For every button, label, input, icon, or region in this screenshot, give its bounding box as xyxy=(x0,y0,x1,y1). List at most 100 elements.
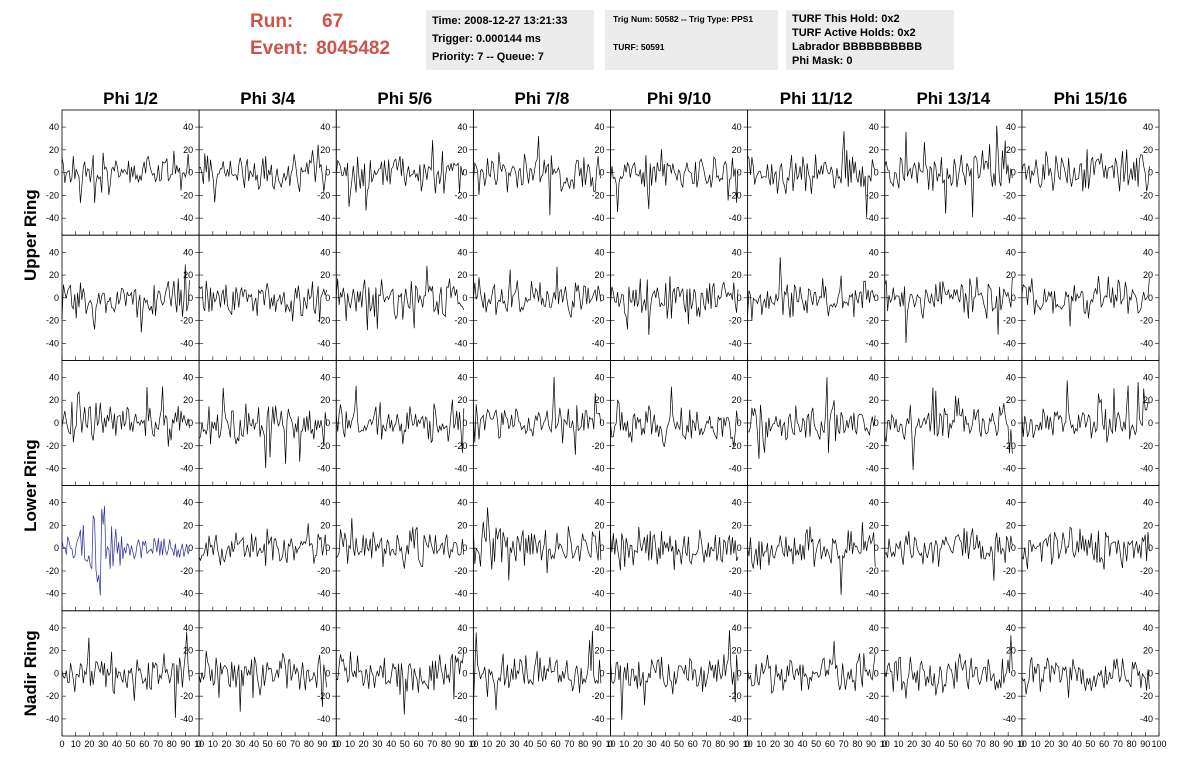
y-tick-label: 20 xyxy=(457,520,467,530)
x-tick-label: 0 xyxy=(882,739,887,749)
waveform-panel: -40 -40 -20 -20 0 0 20 20 40 40 xyxy=(46,234,200,361)
y-tick-label: 20 xyxy=(1143,270,1153,280)
waveform-trace xyxy=(1021,275,1150,327)
y-tick-label: -40 xyxy=(1140,589,1153,599)
labrador-text: Labrador BBBBBBBBBB xyxy=(792,41,923,53)
x-tick-label: 90 xyxy=(180,739,190,749)
y-tick-label: -40 xyxy=(866,589,879,599)
trig-num-text: Trig Num: 50582 -- Trig Type: PPS1 xyxy=(613,14,754,24)
y-tick-label: 20 xyxy=(49,395,59,405)
waveform-trace xyxy=(747,521,876,595)
y-tick-label: -40 xyxy=(591,338,604,348)
y-tick-label: -20 xyxy=(1140,691,1153,701)
x-tick-label: 40 xyxy=(112,739,122,749)
x-tick-label: 0 xyxy=(745,739,750,749)
y-tick-label: 0 xyxy=(874,293,879,303)
y-tick-label: 40 xyxy=(457,372,467,382)
x-tick-label: 70 xyxy=(1113,739,1123,749)
y-tick-label: -40 xyxy=(317,589,330,599)
y-tick-label: 0 xyxy=(462,168,467,178)
y-tick-label: 40 xyxy=(869,623,879,633)
waveform-panel: -40 -20 0 20 40 xyxy=(335,109,474,236)
y-tick-label: 0 xyxy=(54,293,59,303)
x-tick-label: 20 xyxy=(84,739,94,749)
y-tick-label: -20 xyxy=(1003,691,1016,701)
y-tick-label: 20 xyxy=(320,270,330,280)
x-tick-label: 0 xyxy=(197,739,202,749)
x-tick-label: 50 xyxy=(400,739,410,749)
y-tick-label: 0 xyxy=(737,168,742,178)
waveform-trace xyxy=(884,635,1013,699)
column-header: Phi 1/2 xyxy=(103,89,158,108)
y-tick-label: -40 xyxy=(1003,589,1016,599)
waveform-trace xyxy=(610,526,739,571)
y-tick-label: -20 xyxy=(729,190,742,200)
waveform-trace xyxy=(747,131,876,218)
y-tick-label: -40 xyxy=(180,338,193,348)
x-tick-label: 10 xyxy=(71,739,81,749)
y-tick-label: 40 xyxy=(49,623,59,633)
y-tick-label: 0 xyxy=(874,543,879,553)
x-tick-label: 20 xyxy=(633,739,643,749)
y-tick-label: -20 xyxy=(866,691,879,701)
y-tick-label: 20 xyxy=(183,270,193,280)
x-tick-label: 100 xyxy=(1151,739,1166,749)
waveform-trace xyxy=(336,649,465,715)
x-tick-label: 0 xyxy=(334,739,339,749)
y-tick-label: 40 xyxy=(183,372,193,382)
y-tick-label: 20 xyxy=(320,145,330,155)
trigger-text: Trigger: 0.000144 ms xyxy=(432,33,541,45)
x-tick-label: 40 xyxy=(523,739,533,749)
x-tick-label: 10 xyxy=(194,739,204,749)
waveform-panel: -40 -20 0 20 40 xyxy=(472,359,611,486)
waveform-panel: -40 -20 0 20 40 xyxy=(335,359,474,486)
y-tick-label: 40 xyxy=(183,122,193,132)
waveform-trace xyxy=(61,631,190,718)
y-tick-label: 0 xyxy=(1011,543,1016,553)
waveform-panel: -40 -40 -20 -20 0 0 20 20 40 40 xyxy=(46,109,200,236)
y-tick-label: -40 xyxy=(866,464,879,474)
y-tick-label: 20 xyxy=(1006,520,1016,530)
x-tick-label: 30 xyxy=(372,739,382,749)
waveform-trace xyxy=(884,527,1013,581)
y-tick-label: 40 xyxy=(732,247,742,257)
waveform-panel: -40 -20 0 20 40 xyxy=(610,109,749,236)
panel-frame xyxy=(472,610,611,737)
y-tick-label: 0 xyxy=(1148,168,1153,178)
x-tick-label: 0 xyxy=(608,739,613,749)
y-tick-label: 40 xyxy=(1143,122,1153,132)
column-header: Phi 13/14 xyxy=(916,89,990,108)
x-tick-label: 60 xyxy=(276,739,286,749)
y-tick-label: -40 xyxy=(317,714,330,724)
x-tick-label: 70 xyxy=(976,739,986,749)
y-tick-label: 40 xyxy=(869,247,879,257)
y-tick-label: 20 xyxy=(183,145,193,155)
y-tick-label: 40 xyxy=(1006,623,1016,633)
x-tick-label: 40 xyxy=(1072,739,1082,749)
x-tick-label: 80 xyxy=(441,739,451,749)
x-tick-label: 40 xyxy=(386,739,396,749)
turf-info-box: TURF This Hold: 0x2 TURF Active Holds: 0… xyxy=(786,10,954,70)
waveform-trace xyxy=(473,266,602,318)
y-tick-label: 0 xyxy=(54,668,59,678)
y-tick-label: 0 xyxy=(188,168,193,178)
y-tick-label: 0 xyxy=(874,418,879,428)
y-tick-label: 40 xyxy=(594,247,604,257)
x-tick-label: 90 xyxy=(1140,739,1150,749)
priority-text: Priority: 7 -- Queue: 7 xyxy=(432,51,544,63)
y-tick-label: 20 xyxy=(49,145,59,155)
x-tick-label: 30 xyxy=(647,739,657,749)
y-tick-label: -40 xyxy=(317,213,330,223)
y-tick-label: 0 xyxy=(1148,418,1153,428)
waveform-panel: -40 -20 0 20 40 xyxy=(198,234,337,361)
x-tick-label: 50 xyxy=(1085,739,1095,749)
x-tick-label: 10 xyxy=(208,739,218,749)
y-tick-label: -40 xyxy=(46,714,59,724)
y-tick-label: -20 xyxy=(180,441,193,451)
y-tick-label: 40 xyxy=(869,372,879,382)
waveform-trace xyxy=(1021,380,1150,443)
run-event-box: Run: 67 Event: 8045482 xyxy=(250,8,390,62)
x-tick-label: 30 xyxy=(1058,739,1068,749)
